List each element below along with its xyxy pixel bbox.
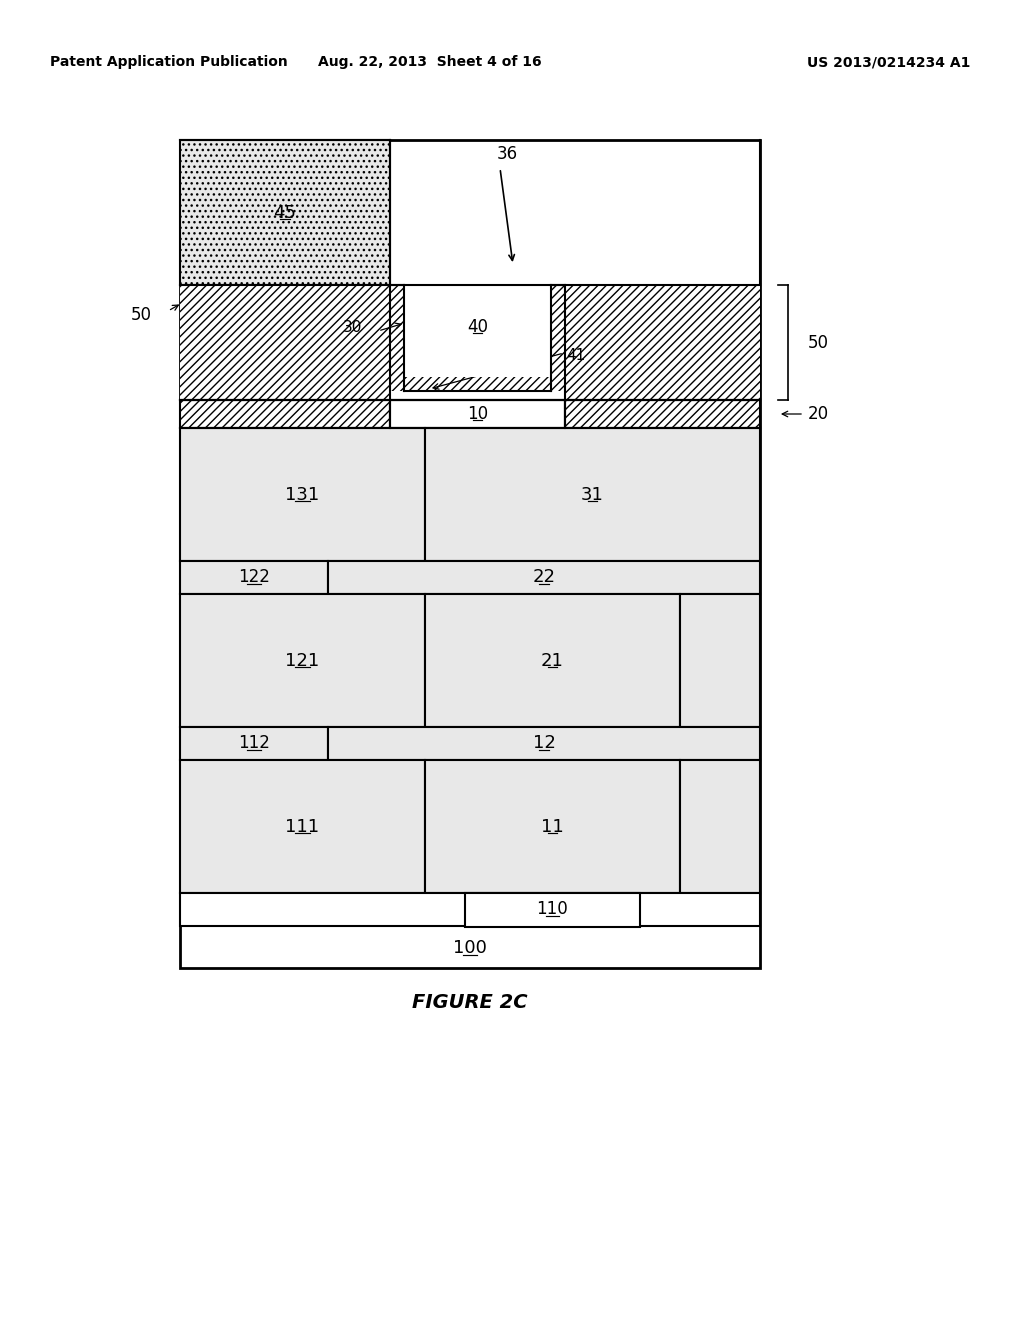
Bar (565, 285, 760, 400)
Text: Aug. 22, 2013  Sheet 4 of 16: Aug. 22, 2013 Sheet 4 of 16 (318, 55, 542, 69)
Text: 110: 110 (537, 900, 568, 919)
Bar (565, 400, 760, 428)
Bar (425, 760, 680, 894)
Text: 36: 36 (497, 145, 518, 162)
Bar (180, 428, 425, 561)
Bar (328, 727, 760, 760)
Bar (425, 594, 680, 727)
Text: 121: 121 (286, 652, 319, 669)
Bar (180, 561, 328, 594)
Text: 45: 45 (273, 203, 297, 222)
Text: 22: 22 (532, 569, 555, 586)
Bar (180, 140, 760, 968)
Bar (680, 594, 760, 727)
Text: 50: 50 (131, 306, 152, 323)
Bar (180, 140, 390, 285)
Bar (390, 285, 404, 391)
Text: 40: 40 (467, 318, 488, 337)
Bar (180, 894, 760, 927)
Text: 21: 21 (541, 652, 564, 669)
Text: 112: 112 (238, 734, 270, 752)
Bar (551, 285, 565, 391)
Text: 10: 10 (467, 405, 488, 422)
Text: Patent Application Publication: Patent Application Publication (50, 55, 288, 69)
Bar (680, 760, 760, 894)
Bar (180, 285, 390, 400)
Bar (465, 892, 640, 927)
Bar (180, 727, 328, 760)
Text: 31: 31 (581, 486, 604, 503)
Bar (390, 400, 565, 428)
Bar (180, 594, 425, 727)
Bar (425, 428, 760, 561)
Bar (180, 760, 425, 894)
Bar (404, 285, 551, 378)
Text: 131: 131 (286, 486, 319, 503)
Bar (180, 400, 390, 428)
Text: 20: 20 (808, 405, 829, 422)
Bar (328, 561, 760, 594)
Text: 111: 111 (286, 817, 319, 836)
Text: 100: 100 (453, 939, 487, 957)
Text: 12: 12 (532, 734, 555, 752)
Bar (404, 378, 551, 391)
Text: 30: 30 (343, 319, 362, 334)
Text: 50: 50 (808, 334, 829, 351)
Text: 122: 122 (238, 569, 270, 586)
Text: FIGURE 2C: FIGURE 2C (413, 994, 527, 1012)
Text: 11: 11 (541, 817, 564, 836)
Text: 41: 41 (566, 347, 586, 363)
Text: US 2013/0214234 A1: US 2013/0214234 A1 (807, 55, 970, 69)
